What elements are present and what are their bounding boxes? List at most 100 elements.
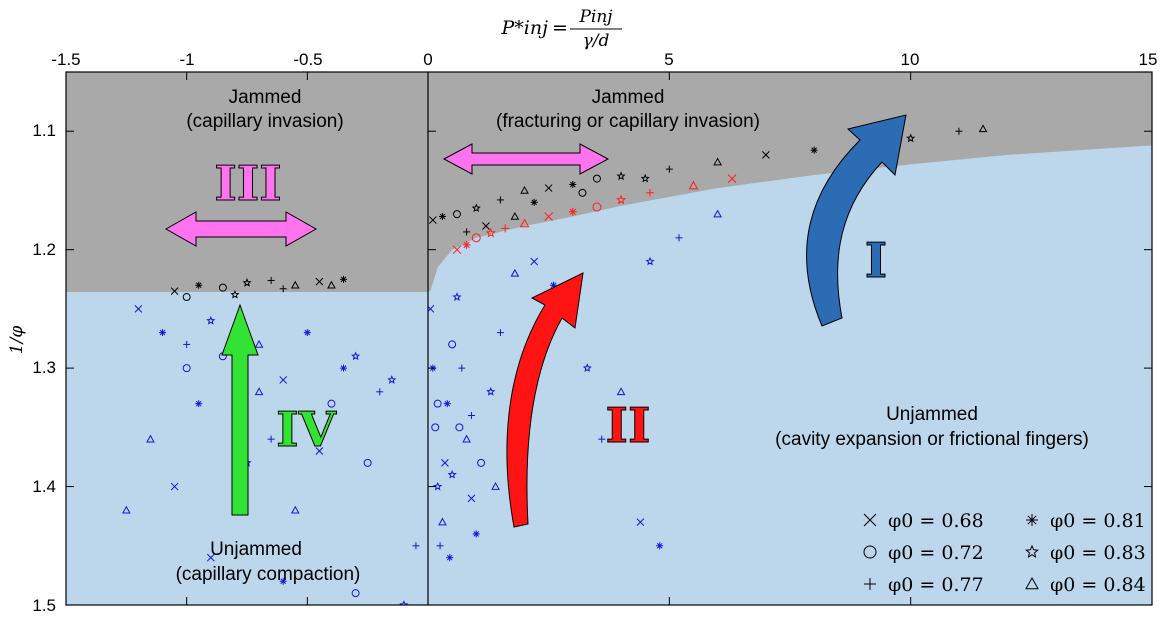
jammed-region-left xyxy=(66,72,428,292)
svg-text:=: = xyxy=(552,17,568,39)
unjammed-right-point xyxy=(472,530,480,538)
unjammed-left-point xyxy=(121,505,131,514)
jammed-left-point xyxy=(340,275,348,283)
jammed-right-point xyxy=(640,173,650,183)
jammed-left-point xyxy=(242,277,252,287)
unjammed-left-point xyxy=(290,505,300,514)
jammed-left-point xyxy=(170,287,179,295)
svg-text:P*inj: P*inj xyxy=(501,17,549,39)
svg-text:φ0 = 0.81: φ0 = 0.81 xyxy=(1050,510,1146,532)
jammed-right-point xyxy=(482,222,490,230)
jammed-left-point xyxy=(315,277,324,286)
unjammed-left-point xyxy=(279,376,288,384)
region-right-unjammed-title: Unjammed xyxy=(886,404,978,425)
legend-marker-plus xyxy=(864,578,876,590)
x-tick-label-left-2: -0.5 xyxy=(293,50,322,69)
legend-marker-triangle xyxy=(1025,576,1039,590)
jammed-right-point xyxy=(955,127,963,135)
y-tick-label-2: 1.3 xyxy=(32,358,56,377)
jammed-right-point xyxy=(762,151,770,159)
legend-entry-5: φ0 = 0.84 xyxy=(1025,574,1146,596)
y-tick-label-1: 1.2 xyxy=(32,240,56,259)
jammed-left xyxy=(170,275,348,302)
transition-points-point xyxy=(616,194,627,205)
jammed-right-point xyxy=(665,165,673,173)
region-left-unjammed-title: Unjammed xyxy=(210,539,302,560)
regime-iii-label: III xyxy=(214,156,281,212)
svg-text:φ0 = 0.84: φ0 = 0.84 xyxy=(1050,574,1146,596)
jammed-right xyxy=(428,124,988,236)
jammed-right-point xyxy=(428,216,437,224)
unjammed-left-point xyxy=(340,364,348,372)
legend: φ0 = 0.68 φ0 = 0.81 φ0 = 0.72 φ0 = 0.83 … xyxy=(863,510,1146,596)
unjammed-right-point xyxy=(447,469,457,479)
axes-frame xyxy=(65,71,1153,606)
unjammed-left-point xyxy=(315,447,324,455)
x-tick-label-left-3: 0 xyxy=(423,50,432,69)
jammed-right-point xyxy=(810,146,818,154)
region-left-jammed-title: Jammed xyxy=(229,87,302,108)
svg-text:γ/d: γ/d xyxy=(583,31,610,51)
unjammed-left-point xyxy=(134,305,143,313)
unjammed-left-point xyxy=(182,364,191,373)
unjammed-left-point xyxy=(279,577,287,585)
unjammed-left-point xyxy=(254,387,264,396)
unjammed-right-point xyxy=(438,517,447,526)
unjammed-left-point xyxy=(146,434,155,443)
unjammed-right-point xyxy=(582,363,592,372)
unjammed-left-point xyxy=(412,542,420,550)
unjammed-right-point xyxy=(486,387,496,396)
transition-points-point xyxy=(646,188,655,197)
x-tick-label-left-1: -1 xyxy=(179,50,194,69)
transition-points-point xyxy=(568,207,577,216)
svg-text:φ0 = 0.72: φ0 = 0.72 xyxy=(888,542,984,564)
svg-text:Pinj: Pinj xyxy=(578,7,613,27)
regime-i-label: I xyxy=(865,233,887,289)
transition-points-point xyxy=(462,240,471,249)
jammed-left-point xyxy=(267,276,275,284)
jammed-right-point xyxy=(510,211,520,220)
legend-entry-0: φ0 = 0.68 xyxy=(863,510,984,532)
right-panel-double-arrow xyxy=(442,143,610,175)
transition-points-point xyxy=(485,227,496,238)
jammed-left-point xyxy=(230,289,240,299)
jammed-right-point xyxy=(713,157,722,166)
jammed-right-point xyxy=(496,196,504,204)
y-tick-label-4: 1.5 xyxy=(32,596,56,615)
unjammed-right-point xyxy=(598,435,606,443)
regime-i-arrow xyxy=(806,114,907,327)
unjammed-right-point xyxy=(462,434,471,443)
region-right-jammed-detail: (fracturing or capillary invasion) xyxy=(496,111,760,132)
unjammed-left xyxy=(121,305,420,605)
x-tick-label-right-2: 15 xyxy=(1139,50,1158,69)
unjammed-left-point xyxy=(303,329,311,337)
y-tick-label-0: 1.1 xyxy=(32,121,56,140)
jammed-left-point xyxy=(290,280,300,289)
unjammed-left-point xyxy=(387,375,397,384)
unjammed-right-point xyxy=(446,554,454,562)
transition-points-point xyxy=(471,233,481,243)
legend-entry-2: φ0 = 0.72 xyxy=(863,542,984,564)
unjammed-right-point xyxy=(477,458,486,467)
unjammed-left-point xyxy=(159,329,167,337)
jammed-right-point xyxy=(530,198,538,206)
transition-points-point xyxy=(452,245,462,255)
region-right-unjammed-detail: (cavity expansion or frictional fingers) xyxy=(775,429,1089,450)
unjammed-right-point xyxy=(443,400,451,408)
jammed-right-point xyxy=(471,203,481,213)
axis-ticks xyxy=(65,72,1153,606)
jammed-right-point xyxy=(544,184,553,192)
unjammed-right-point xyxy=(452,292,462,301)
jammed-right-point xyxy=(452,210,461,219)
unjammed-right-point xyxy=(431,423,440,432)
regime-arrows xyxy=(164,114,907,528)
y-tick-label-3: 1.4 xyxy=(32,477,56,496)
unjammed-right-point xyxy=(441,459,449,467)
unjammed-right-point xyxy=(496,329,504,337)
unjammed-right-point xyxy=(616,387,626,396)
unjammed-right-point xyxy=(433,399,442,408)
jammed-left-point xyxy=(279,285,287,293)
unjammed-right-point xyxy=(432,481,443,491)
legend-entry-4: φ0 = 0.77 xyxy=(864,574,984,596)
